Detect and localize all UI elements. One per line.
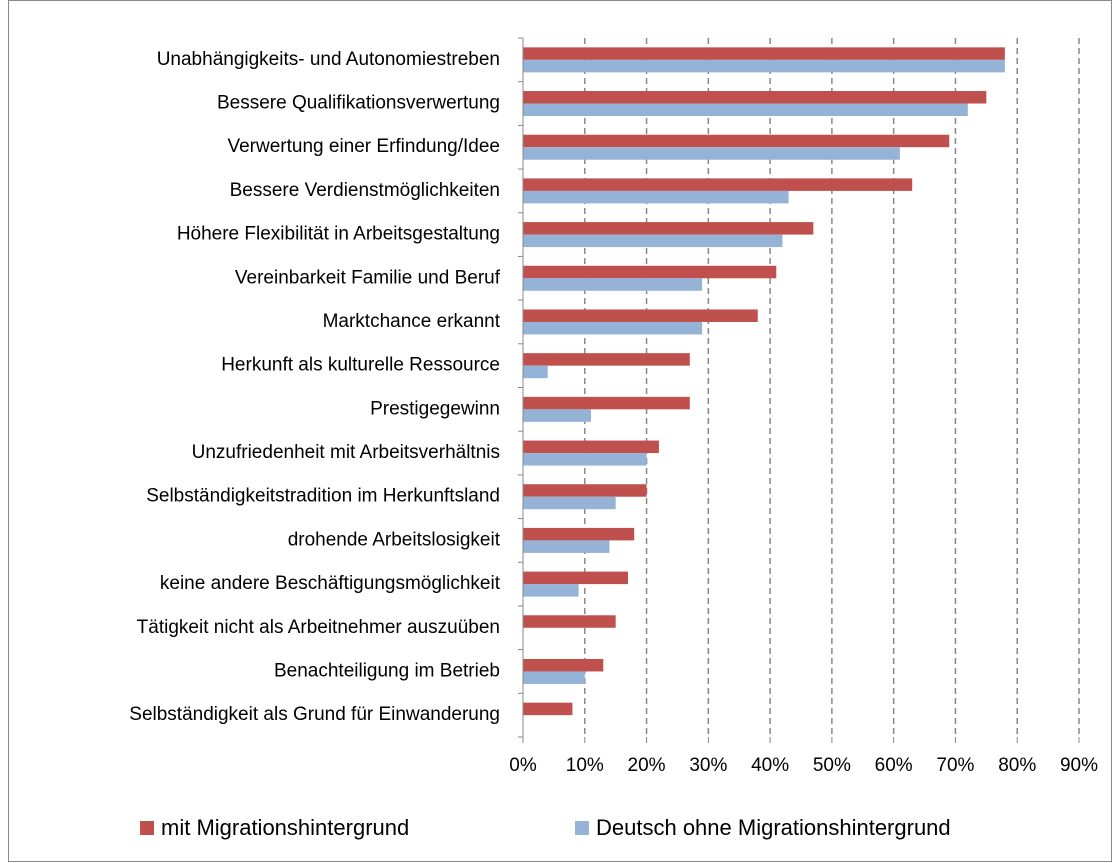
- legend-swatch: [140, 821, 154, 835]
- y-tick-label: Herkunft als kulturelle Ressource: [221, 355, 500, 376]
- x-tick-label: 40%: [751, 755, 789, 776]
- y-tick-label: Bessere Qualifikationsverwertung: [217, 93, 500, 114]
- bar: [523, 396, 690, 410]
- bar: [523, 496, 616, 510]
- x-tick-label: 80%: [998, 755, 1036, 776]
- bar: [523, 527, 635, 541]
- x-tick-label: 20%: [628, 755, 666, 776]
- bar: [523, 615, 616, 628]
- bar: [523, 59, 1005, 73]
- bar: [523, 222, 814, 235]
- bar: [523, 147, 900, 160]
- legend-label: Deutsch ohne Migrationshintergrund: [596, 815, 951, 840]
- y-tick-label: Prestigegewinn: [370, 398, 500, 419]
- x-tick-label: 90%: [1060, 755, 1098, 776]
- legend: mit Migrationshintergrund Deutsch ohne Mi…: [140, 815, 951, 840]
- bar: [523, 671, 585, 684]
- bar: [523, 103, 968, 117]
- bar: [523, 484, 647, 497]
- bar: [523, 134, 950, 148]
- legend-label: mit Migrationshintergrund: [161, 815, 409, 840]
- bar: [523, 365, 548, 379]
- bar: [523, 702, 573, 716]
- bar: [523, 47, 1005, 60]
- y-tick-label: Benachteiligung im Betrieb: [274, 660, 500, 681]
- bar: [523, 234, 783, 248]
- bar: [523, 658, 604, 672]
- bar: [523, 309, 758, 322]
- x-tick-label: 60%: [875, 755, 913, 776]
- y-tick-label: Unzufriedenheit mit Arbeitsverhältnis: [192, 442, 500, 463]
- bar: [523, 91, 987, 104]
- bar: [523, 190, 789, 204]
- bar: [523, 178, 913, 191]
- y-tick-label: Bessere Verdienstmöglichkeiten: [230, 180, 500, 201]
- chart-border: [8, 0, 1112, 862]
- bar: [523, 409, 591, 422]
- y-tick-label: keine andere Beschäftigungsmöglichkeit: [160, 573, 501, 594]
- bar: [523, 440, 659, 454]
- y-tick-label: drohende Arbeitslosigkeit: [288, 529, 501, 550]
- legend-swatch: [575, 821, 589, 835]
- y-tick-label: Höhere Flexibilität in Arbeitsgestaltung: [177, 224, 500, 245]
- bar: [523, 278, 703, 291]
- x-tick-label: 10%: [566, 755, 604, 776]
- y-tick-label: Verwertung einer Erfindung/Idee: [227, 136, 500, 157]
- x-tick-label: 50%: [813, 755, 851, 776]
- bar: [523, 265, 777, 279]
- y-tick-label: Selbständigkeit als Grund für Einwanderu…: [129, 704, 500, 725]
- y-tick-label: Unabhängigkeits- und Autonomiestreben: [157, 49, 500, 70]
- x-tick-label: 30%: [689, 755, 727, 776]
- bar: [523, 540, 610, 553]
- bar: [523, 571, 629, 585]
- x-tick-label: 70%: [936, 755, 974, 776]
- y-tick-label: Vereinbarkeit Familie und Beruf: [235, 267, 501, 288]
- y-tick-label: Selbständigkeitstradition im Herkunftsla…: [146, 486, 500, 507]
- bar: [523, 584, 579, 597]
- y-tick-label: Tätigkeit nicht als Arbeitnehmer auszuüb…: [137, 617, 500, 638]
- bar: [523, 453, 647, 466]
- y-tick-label: Marktchance erkannt: [323, 311, 501, 332]
- bar: [523, 321, 703, 335]
- x-tick-label: 0%: [509, 755, 537, 776]
- bar: [523, 353, 690, 366]
